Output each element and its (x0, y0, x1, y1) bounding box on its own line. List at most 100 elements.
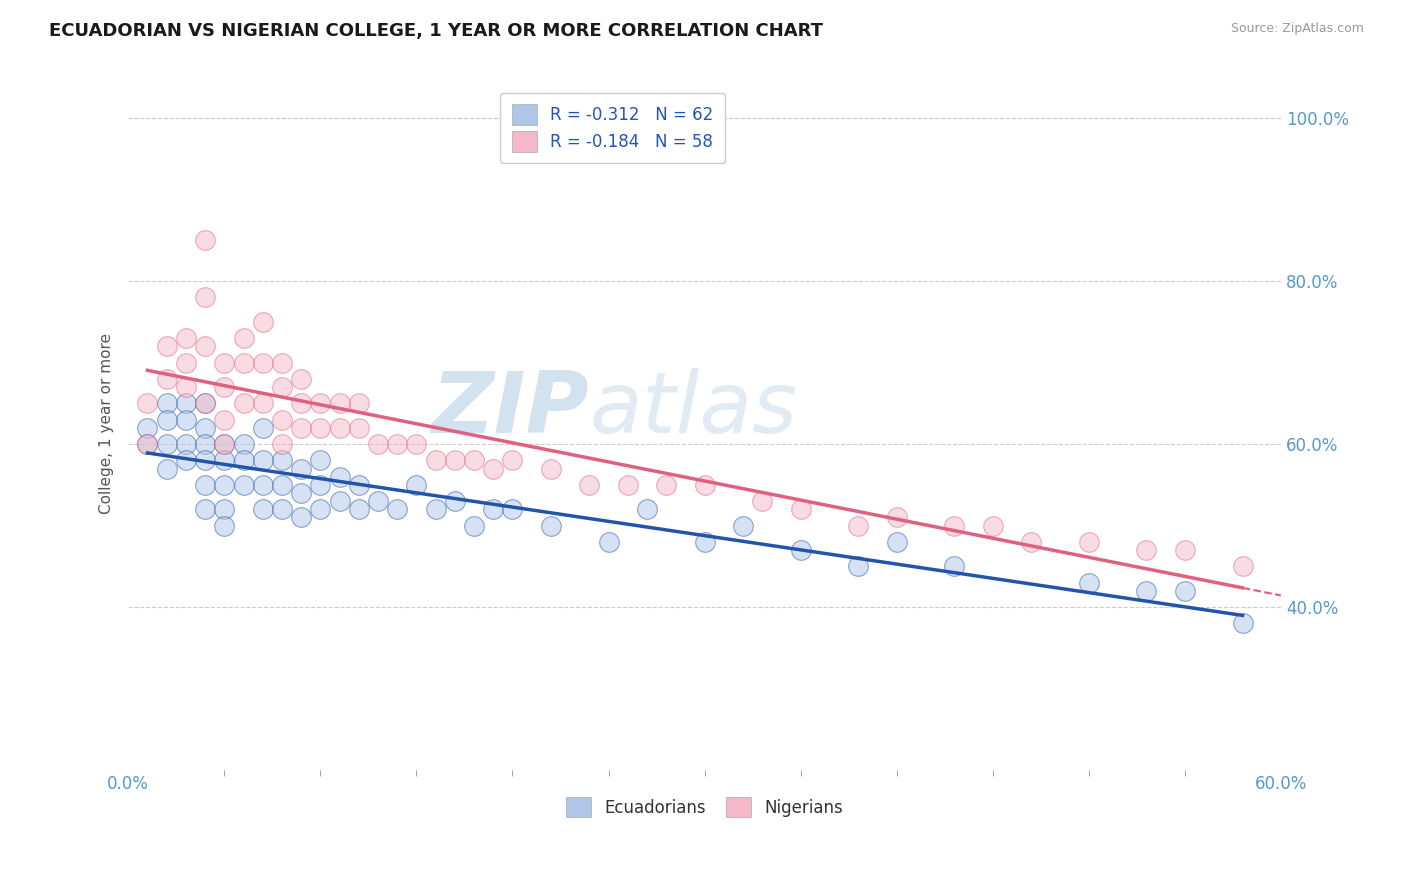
Point (943, 559, 966, 574)
Point (232, 331, 254, 345)
Point (194, 453, 217, 467)
Point (1135, 543, 1157, 558)
Point (174, 356, 197, 370)
Point (156, 339, 179, 353)
Point (290, 396, 312, 410)
Point (444, 453, 467, 467)
Point (309, 478, 332, 492)
Point (156, 461, 179, 475)
Point (846, 559, 869, 574)
Point (347, 421, 370, 435)
Point (271, 356, 294, 370)
Point (405, 437, 427, 451)
Point (156, 437, 179, 451)
Text: atlas: atlas (589, 368, 797, 451)
Point (1232, 616, 1254, 631)
Legend: Ecuadorians, Nigerians: Ecuadorians, Nigerians (560, 790, 849, 824)
Point (214, 502, 236, 516)
Point (214, 518, 236, 533)
Point (731, 518, 754, 533)
Point (347, 502, 370, 516)
Point (252, 453, 274, 467)
Point (616, 478, 638, 492)
Point (387, 502, 409, 516)
Point (174, 396, 197, 410)
Point (636, 502, 658, 516)
Point (271, 478, 294, 492)
Text: Source: ZipAtlas.com: Source: ZipAtlas.com (1230, 22, 1364, 36)
Point (329, 469, 352, 483)
Point (367, 494, 389, 508)
Point (1232, 559, 1254, 574)
Point (271, 412, 294, 426)
Point (789, 543, 811, 558)
Point (271, 502, 294, 516)
Point (655, 478, 678, 492)
Point (886, 510, 908, 524)
Point (693, 478, 716, 492)
Point (214, 453, 236, 467)
Point (463, 518, 485, 533)
Point (194, 502, 217, 516)
Point (174, 380, 197, 394)
Point (194, 339, 217, 353)
Point (174, 453, 197, 467)
Point (136, 421, 159, 435)
Point (425, 502, 447, 516)
Text: ECUADORIAN VS NIGERIAN COLLEGE, 1 YEAR OR MORE CORRELATION CHART: ECUADORIAN VS NIGERIAN COLLEGE, 1 YEAR O… (49, 22, 823, 40)
Point (290, 486, 312, 500)
Point (232, 478, 254, 492)
Point (136, 437, 159, 451)
Point (194, 396, 217, 410)
Point (1077, 575, 1099, 590)
Point (174, 331, 197, 345)
Point (329, 396, 352, 410)
Point (789, 502, 811, 516)
Point (194, 437, 217, 451)
Point (252, 502, 274, 516)
Point (232, 437, 254, 451)
Point (347, 478, 370, 492)
Point (501, 502, 523, 516)
Point (309, 396, 332, 410)
Point (1174, 583, 1197, 598)
Point (290, 421, 312, 435)
Point (156, 396, 179, 410)
Point (290, 372, 312, 386)
Point (194, 478, 217, 492)
Point (214, 412, 236, 426)
Point (194, 396, 217, 410)
Point (1077, 534, 1099, 549)
Point (214, 356, 236, 370)
Text: ZIP: ZIP (432, 368, 589, 451)
Point (693, 534, 716, 549)
Point (309, 421, 332, 435)
Point (444, 494, 467, 508)
Point (598, 534, 620, 549)
Point (347, 396, 370, 410)
Point (329, 494, 352, 508)
Point (405, 478, 427, 492)
Point (214, 437, 236, 451)
Point (578, 478, 600, 492)
Point (271, 437, 294, 451)
Point (482, 461, 505, 475)
Point (136, 437, 159, 451)
Point (232, 396, 254, 410)
Point (309, 453, 332, 467)
Y-axis label: College, 1 year or more: College, 1 year or more (100, 334, 114, 514)
Point (194, 421, 217, 435)
Point (194, 234, 217, 248)
Point (214, 478, 236, 492)
Point (174, 412, 197, 426)
Point (252, 315, 274, 329)
Point (482, 502, 505, 516)
Point (290, 461, 312, 475)
Point (846, 518, 869, 533)
Point (886, 534, 908, 549)
Point (271, 380, 294, 394)
Point (981, 518, 1004, 533)
Point (387, 437, 409, 451)
Point (156, 412, 179, 426)
Point (194, 290, 217, 304)
